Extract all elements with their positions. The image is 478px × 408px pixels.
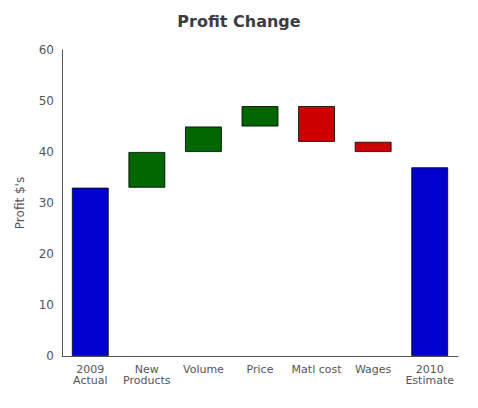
svg-text:2010: 2010 (415, 363, 444, 376)
svg-text:Profit Change: Profit Change (177, 12, 300, 31)
svg-text:10: 10 (39, 298, 54, 312)
svg-text:Estimate: Estimate (405, 374, 454, 387)
svg-text:Products: Products (123, 374, 171, 387)
svg-text:2009: 2009 (76, 363, 105, 376)
svg-text:20: 20 (39, 247, 54, 261)
svg-text:40: 40 (39, 145, 54, 159)
svg-text:60: 60 (39, 43, 54, 57)
svg-text:Actual: Actual (73, 374, 107, 387)
svg-text:Matl cost: Matl cost (292, 363, 343, 376)
svg-text:30: 30 (39, 196, 54, 210)
svg-text:50: 50 (39, 94, 54, 108)
svg-text:0: 0 (46, 349, 54, 363)
svg-text:Profit $'s: Profit $'s (13, 177, 27, 229)
svg-text:Volume: Volume (183, 363, 224, 376)
svg-text:Wages: Wages (355, 363, 392, 376)
svg-text:Price: Price (247, 363, 274, 376)
svg-text:New: New (134, 363, 159, 376)
